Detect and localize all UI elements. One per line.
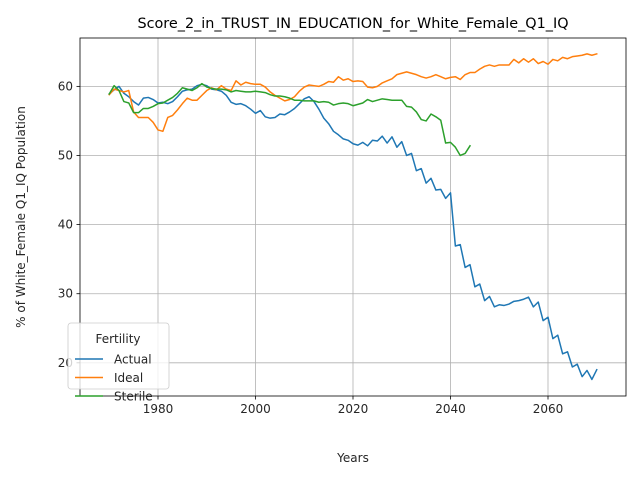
x-tick-label: 2040: [435, 402, 466, 416]
legend-box: [67, 322, 170, 390]
x-tick-label: 1980: [143, 402, 174, 416]
legend-label-actual: Actual: [114, 353, 152, 367]
x-axis-label: Years: [336, 451, 369, 465]
y-axis-label: % of White_Female Q1_IQ Population: [14, 106, 28, 328]
series-line-sterile: [108, 82, 472, 157]
x-tick-label: 2000: [240, 402, 271, 416]
legend: Fertility Actual Ideal Sterile: [67, 322, 170, 404]
y-tick-label: 30: [58, 287, 73, 301]
grid: [80, 38, 626, 396]
y-tick-label: 60: [58, 79, 73, 93]
x-tick-label: 2060: [533, 402, 564, 416]
series-lines: [108, 52, 598, 381]
y-tick-label: 40: [58, 218, 73, 232]
legend-label-sterile: Sterile: [114, 390, 153, 404]
x-tick-label: 2020: [338, 402, 369, 416]
legend-title: Fertility: [95, 332, 140, 346]
legend-label-ideal: Ideal: [114, 371, 143, 385]
chart-title: Score_2_in_TRUST_IN_EDUCATION_for_White_…: [137, 16, 568, 32]
legend-entries: Actual Ideal Sterile: [75, 353, 153, 404]
series-line-ideal: [108, 52, 598, 133]
y-tick-label: 50: [58, 148, 73, 162]
